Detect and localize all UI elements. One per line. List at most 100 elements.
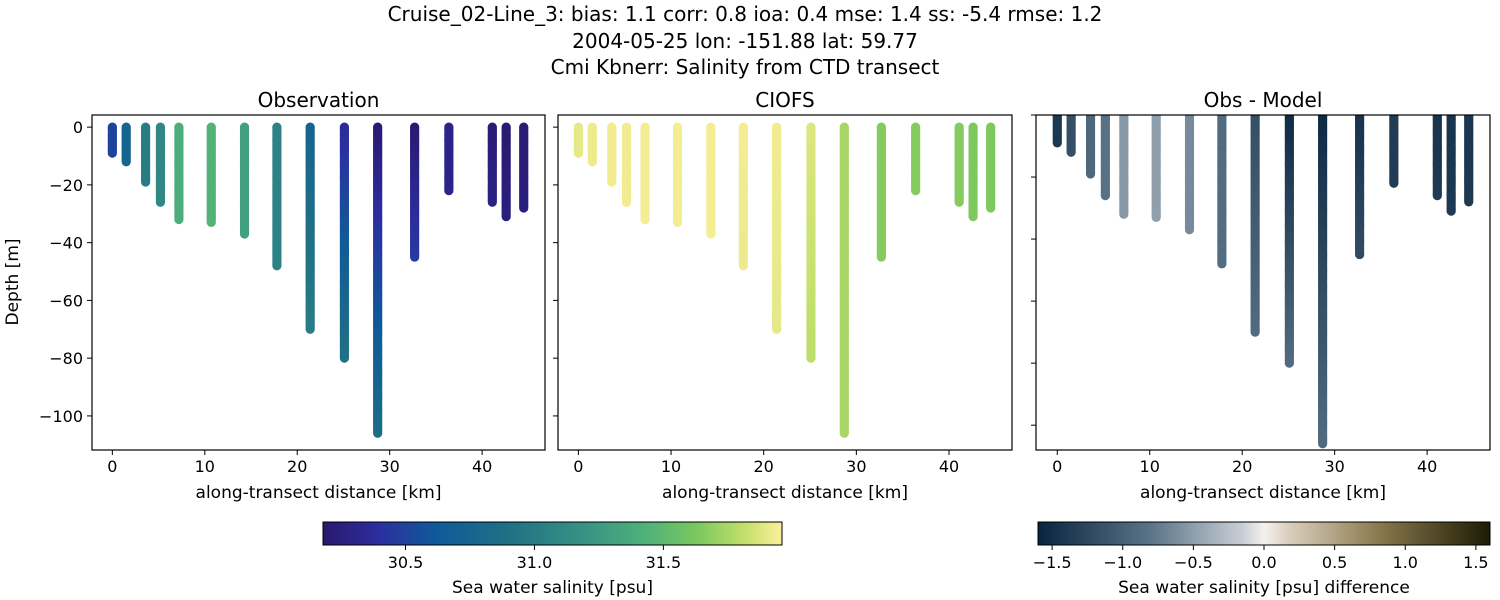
data-point xyxy=(772,324,782,334)
data-point xyxy=(1355,249,1365,260)
x-tick-label: 30 xyxy=(846,457,866,476)
panel-frame-0 xyxy=(91,114,546,451)
y-tick-label: −80 xyxy=(49,349,83,368)
colorbar-label: Sea water salinity [psu] difference xyxy=(1118,578,1410,598)
cast-9 xyxy=(806,122,816,363)
x-tick-label: 30 xyxy=(1324,457,1344,476)
figure-title-line-3: Cmi Kbnerr: Salinity from CTD transect xyxy=(550,55,940,79)
data-point xyxy=(1446,206,1456,216)
data-point xyxy=(876,252,886,262)
data-point xyxy=(1284,358,1294,368)
cast-15 xyxy=(519,122,529,213)
data-point xyxy=(444,186,454,196)
cast-5 xyxy=(672,122,683,228)
cast-0 xyxy=(1052,115,1062,148)
data-point xyxy=(1464,197,1474,207)
cast-5 xyxy=(1151,115,1161,222)
cast-7 xyxy=(272,122,282,271)
data-point xyxy=(1389,178,1399,188)
data-point xyxy=(121,157,131,167)
data-point xyxy=(155,197,166,207)
cast-4 xyxy=(1119,115,1129,219)
cast-0 xyxy=(573,122,583,158)
data-point xyxy=(107,148,117,158)
cast-3 xyxy=(155,122,166,207)
data-point xyxy=(806,353,816,363)
x-axis-label: along-transect distance [km] xyxy=(1140,483,1386,503)
data-point xyxy=(1432,191,1442,201)
cast-13 xyxy=(954,122,964,207)
cast-14 xyxy=(968,122,978,222)
cast-9 xyxy=(339,122,349,363)
data-point xyxy=(954,197,964,207)
data-point xyxy=(410,252,420,262)
cast-10 xyxy=(1318,115,1328,449)
figure-title-line-1: Cruise_02-Line_3: bias: 1.1 corr: 0.8 io… xyxy=(387,2,1103,26)
x-tick-label: 40 xyxy=(939,457,959,476)
y-axis-label: Depth [m] xyxy=(3,238,23,325)
x-tick-label: 30 xyxy=(380,457,400,476)
panel-title-0: Observation xyxy=(258,88,380,112)
panel-1-marks xyxy=(573,122,996,438)
cast-1 xyxy=(587,122,597,167)
cb-tick-label: 0.0 xyxy=(1251,553,1276,572)
data-point xyxy=(206,217,216,228)
data-point xyxy=(174,214,184,225)
data-point xyxy=(706,229,716,239)
panel-0-marks xyxy=(107,122,529,438)
data-point xyxy=(501,212,511,222)
cast-10 xyxy=(839,122,849,438)
cast-15 xyxy=(986,122,996,213)
cast-2 xyxy=(1085,115,1096,179)
cast-3 xyxy=(1100,115,1110,201)
data-point xyxy=(1184,225,1195,235)
data-point xyxy=(911,186,921,196)
panel-title-1: CIOFS xyxy=(755,88,814,112)
panel-frame-2 xyxy=(1035,114,1491,451)
cast-6 xyxy=(239,122,250,239)
x-tick-label: 40 xyxy=(472,457,492,476)
cast-14 xyxy=(1446,115,1456,216)
cast-8 xyxy=(772,122,782,334)
x-tick-label: 0 xyxy=(573,457,583,476)
data-point xyxy=(738,261,748,271)
data-point xyxy=(305,324,315,334)
data-point xyxy=(1119,209,1129,219)
cast-7 xyxy=(1217,115,1227,269)
x-tick-label: 20 xyxy=(754,457,774,476)
cast-4 xyxy=(174,122,184,225)
colorbar-0 xyxy=(322,521,783,546)
x-tick-label: 10 xyxy=(661,457,681,476)
y-tick-label: −20 xyxy=(49,176,83,195)
cb-tick-label: 1.0 xyxy=(1393,553,1418,572)
y-tick-label: −100 xyxy=(39,407,83,426)
cast-8 xyxy=(1250,115,1260,337)
x-tick-label: 20 xyxy=(287,457,307,476)
cast-0 xyxy=(107,122,117,158)
panel-2-marks xyxy=(1052,115,1474,449)
cb-tick-label: 31.0 xyxy=(517,553,553,572)
cast-13 xyxy=(1432,115,1442,201)
cast-5 xyxy=(206,122,216,228)
data-point xyxy=(968,212,978,222)
y-tick-label: −60 xyxy=(49,291,83,310)
data-point xyxy=(1151,212,1161,222)
cast-11 xyxy=(876,122,886,262)
cb-tick-label: 30.5 xyxy=(388,553,424,572)
data-point xyxy=(640,214,650,225)
cast-9 xyxy=(1284,115,1294,368)
data-point xyxy=(607,177,617,187)
cast-6 xyxy=(706,122,716,239)
x-tick-label: 0 xyxy=(107,457,117,476)
data-point xyxy=(339,353,349,363)
data-point xyxy=(272,261,282,271)
data-point xyxy=(239,229,250,239)
cb-tick-label: −0.5 xyxy=(1174,553,1213,572)
x-tick-label: 40 xyxy=(1417,457,1437,476)
x-axis-label: along-transect distance [km] xyxy=(196,483,442,503)
cast-12 xyxy=(911,122,921,196)
cb-tick-label: −1.5 xyxy=(1033,553,1072,572)
cb-tick-label: 0.5 xyxy=(1322,553,1347,572)
x-tick-label: 0 xyxy=(1052,457,1062,476)
